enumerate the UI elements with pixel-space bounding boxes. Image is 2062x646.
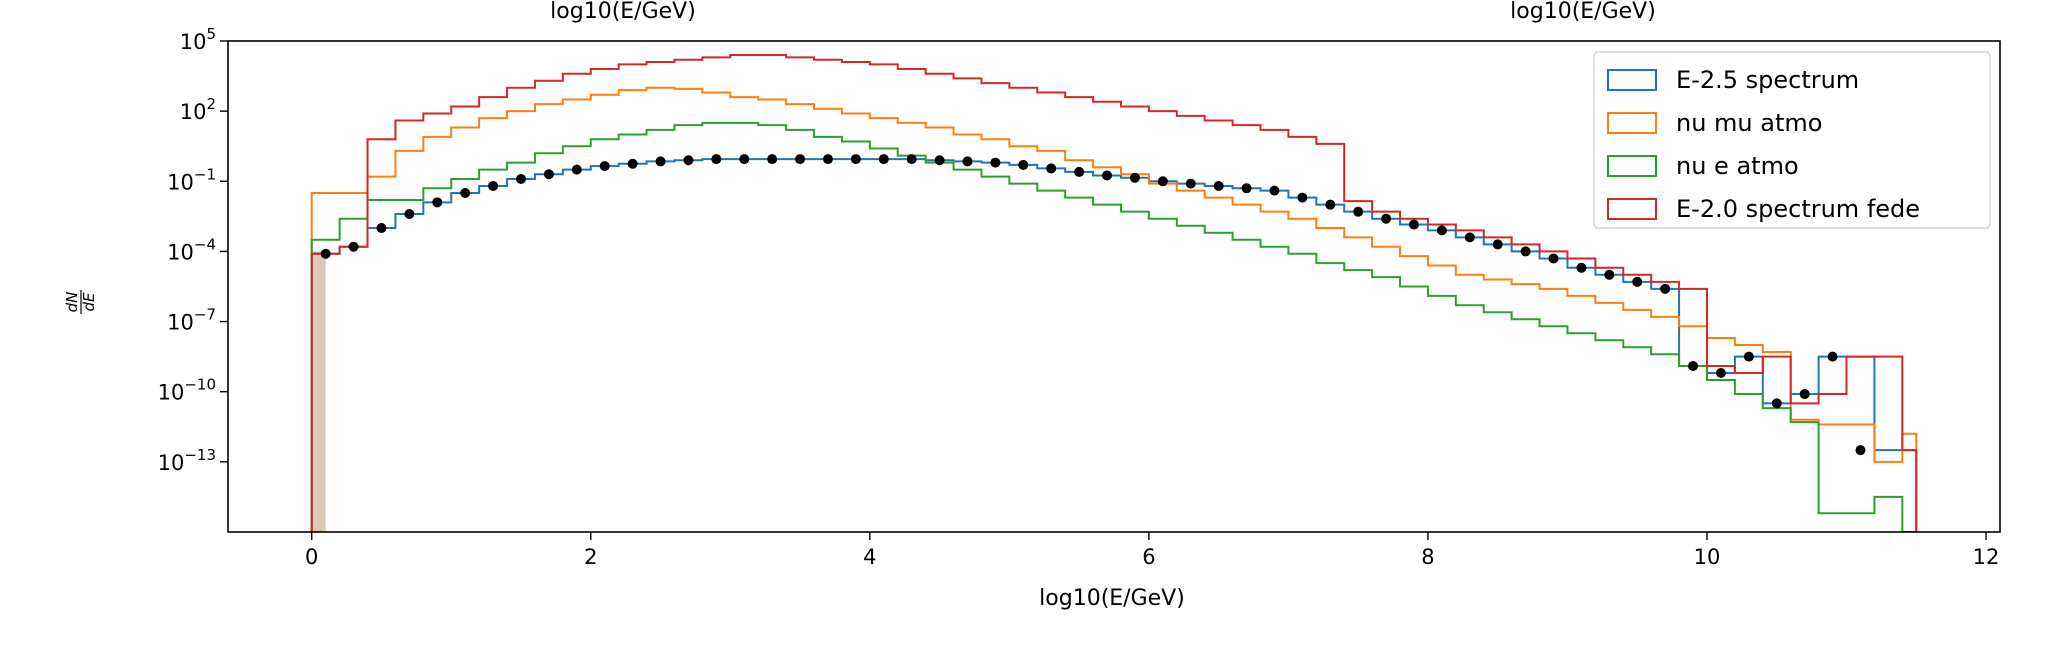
legend: E-2.5 spectrum nu mu atmo nu e atmo E-2.0 s… <box>1593 51 1991 229</box>
points-layer <box>320 154 1866 456</box>
data-point <box>432 197 443 208</box>
data-point <box>1715 368 1726 379</box>
legend-label: E-2.0 spectrum fede <box>1676 195 1920 223</box>
data-point <box>1325 199 1336 210</box>
legend-swatch <box>1607 112 1657 134</box>
data-point <box>906 154 917 165</box>
series-layer <box>310 54 1918 532</box>
legend-box <box>1593 51 1991 229</box>
data-point <box>739 154 750 165</box>
data-point <box>1604 269 1615 280</box>
data-point <box>543 169 554 180</box>
legend-swatch <box>1607 155 1657 177</box>
data-point <box>1799 389 1810 400</box>
x-tick-label: 4 <box>863 545 876 569</box>
data-point <box>320 248 331 259</box>
data-point <box>1213 180 1224 191</box>
series-line-nu-mu-atmo <box>310 86 1918 532</box>
data-point <box>1771 398 1782 409</box>
svg-text:dE: dE <box>80 292 98 312</box>
y-tick-label: 10−4 <box>167 235 216 264</box>
x-axis-label: log10(E/GeV) <box>1039 586 1185 611</box>
data-point <box>1464 232 1475 243</box>
data-point <box>1548 253 1559 264</box>
plot-frame <box>227 40 2001 533</box>
legend-label: nu mu atmo <box>1676 109 1822 137</box>
data-point <box>1827 351 1838 362</box>
svg-text:dN: dN <box>63 292 81 313</box>
series-line-nu-e-atmo <box>310 121 1917 532</box>
data-point <box>516 173 527 184</box>
x-tick-label: 8 <box>1421 545 1434 569</box>
x-tick-label: 10 <box>1694 545 1721 569</box>
axes-frame <box>227 40 2001 533</box>
data-point <box>1269 185 1280 196</box>
legend-swatch <box>1607 198 1657 220</box>
data-point <box>1018 159 1029 170</box>
legend-label: nu e atmo <box>1676 152 1799 180</box>
x-tick-label: 2 <box>584 545 597 569</box>
shaded-bar <box>311 251 326 532</box>
data-point <box>1102 170 1113 181</box>
top-xlabel-left: log10(E/GeV) <box>550 0 696 24</box>
y-axis-label: dN dE <box>63 290 98 314</box>
y-tick-label: 102 <box>180 95 216 124</box>
data-point <box>1632 276 1643 287</box>
data-point <box>1241 183 1252 194</box>
top-xlabel-right: log10(E/GeV) <box>1510 0 1656 24</box>
data-point <box>1408 219 1419 230</box>
data-point <box>767 154 778 165</box>
data-point <box>571 164 582 175</box>
data-point <box>822 154 833 165</box>
data-point <box>1436 225 1447 236</box>
y-tick-label: 10−13 <box>158 446 216 475</box>
data-point <box>990 157 1001 168</box>
data-point <box>850 154 861 165</box>
data-point <box>711 154 722 165</box>
data-point <box>655 156 666 167</box>
data-point <box>627 158 638 169</box>
y-tick-label: 10−10 <box>158 376 216 405</box>
data-point <box>1046 163 1057 174</box>
y-axis: 105 102 10−1 10−4 10−7 10−10 10−13 <box>158 25 228 475</box>
data-point <box>683 155 694 166</box>
data-point <box>1520 246 1531 257</box>
data-point <box>348 241 359 252</box>
data-point <box>878 154 889 165</box>
x-tick-label: 12 <box>1973 545 2000 569</box>
data-point <box>460 187 471 198</box>
legend-swatch <box>1607 69 1657 91</box>
data-point <box>1297 192 1308 203</box>
data-point <box>1660 283 1671 294</box>
data-point <box>599 161 610 172</box>
data-point <box>376 223 387 234</box>
data-point <box>1185 178 1196 189</box>
data-point <box>1855 445 1866 456</box>
data-point <box>1743 351 1754 362</box>
data-point <box>1576 262 1587 273</box>
data-point <box>934 155 945 166</box>
x-tick-label: 6 <box>1142 545 1155 569</box>
data-point <box>1381 213 1392 224</box>
series-line-e-2-0-spectrum-fede <box>310 54 1918 532</box>
data-point <box>1157 176 1168 187</box>
x-axis: 0 2 4 6 8 10 12 <box>305 532 1999 569</box>
y-tick-label: 10−1 <box>167 165 216 194</box>
data-point <box>795 154 806 165</box>
data-point <box>1129 172 1140 183</box>
x-tick-label: 0 <box>305 545 318 569</box>
data-point <box>1074 166 1085 177</box>
y-tick-label: 105 <box>180 25 216 54</box>
y-tick-label: 10−7 <box>167 306 216 335</box>
data-point <box>1353 206 1364 217</box>
data-point <box>404 209 415 220</box>
data-point <box>962 156 973 167</box>
data-point <box>488 180 499 191</box>
data-point <box>1688 361 1699 371</box>
legend-label: E-2.5 spectrum <box>1676 66 1859 94</box>
data-point <box>1492 239 1503 250</box>
